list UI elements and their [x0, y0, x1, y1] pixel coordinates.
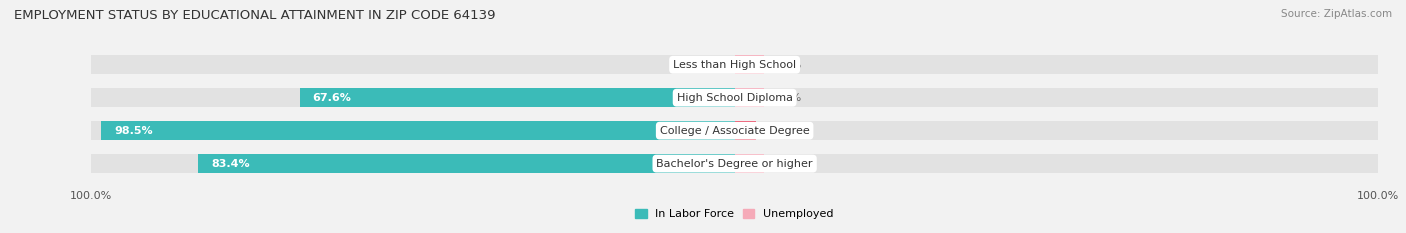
Text: 67.6%: 67.6%	[312, 93, 352, 103]
Bar	[734, 121, 1378, 140]
Bar	[91, 55, 734, 74]
Text: Bachelor's Degree or higher: Bachelor's Degree or higher	[657, 159, 813, 169]
Text: 0.0%: 0.0%	[773, 60, 801, 70]
Bar	[91, 121, 734, 140]
Text: 0.0%: 0.0%	[693, 60, 721, 70]
Bar	[734, 55, 763, 74]
Text: 83.4%: 83.4%	[211, 159, 250, 169]
Bar	[198, 154, 734, 173]
Text: 3.3%: 3.3%	[765, 126, 794, 136]
Text: 98.5%: 98.5%	[114, 126, 152, 136]
Text: High School Diploma: High School Diploma	[676, 93, 793, 103]
Text: Less than High School: Less than High School	[673, 60, 796, 70]
Text: 0.0%: 0.0%	[773, 159, 801, 169]
Bar	[734, 88, 1378, 107]
Bar	[734, 55, 1378, 74]
Text: EMPLOYMENT STATUS BY EDUCATIONAL ATTAINMENT IN ZIP CODE 64139: EMPLOYMENT STATUS BY EDUCATIONAL ATTAINM…	[14, 9, 495, 22]
Bar	[734, 121, 756, 140]
Legend: In Labor Force, Unemployed: In Labor Force, Unemployed	[631, 204, 838, 223]
Bar	[101, 121, 734, 140]
Bar	[299, 88, 734, 107]
Bar	[734, 154, 1378, 173]
Bar	[734, 88, 763, 107]
Bar	[91, 154, 734, 173]
Text: College / Associate Degree: College / Associate Degree	[659, 126, 810, 136]
Text: 0.0%: 0.0%	[773, 93, 801, 103]
Bar	[734, 154, 763, 173]
Text: Source: ZipAtlas.com: Source: ZipAtlas.com	[1281, 9, 1392, 19]
Bar	[91, 88, 734, 107]
